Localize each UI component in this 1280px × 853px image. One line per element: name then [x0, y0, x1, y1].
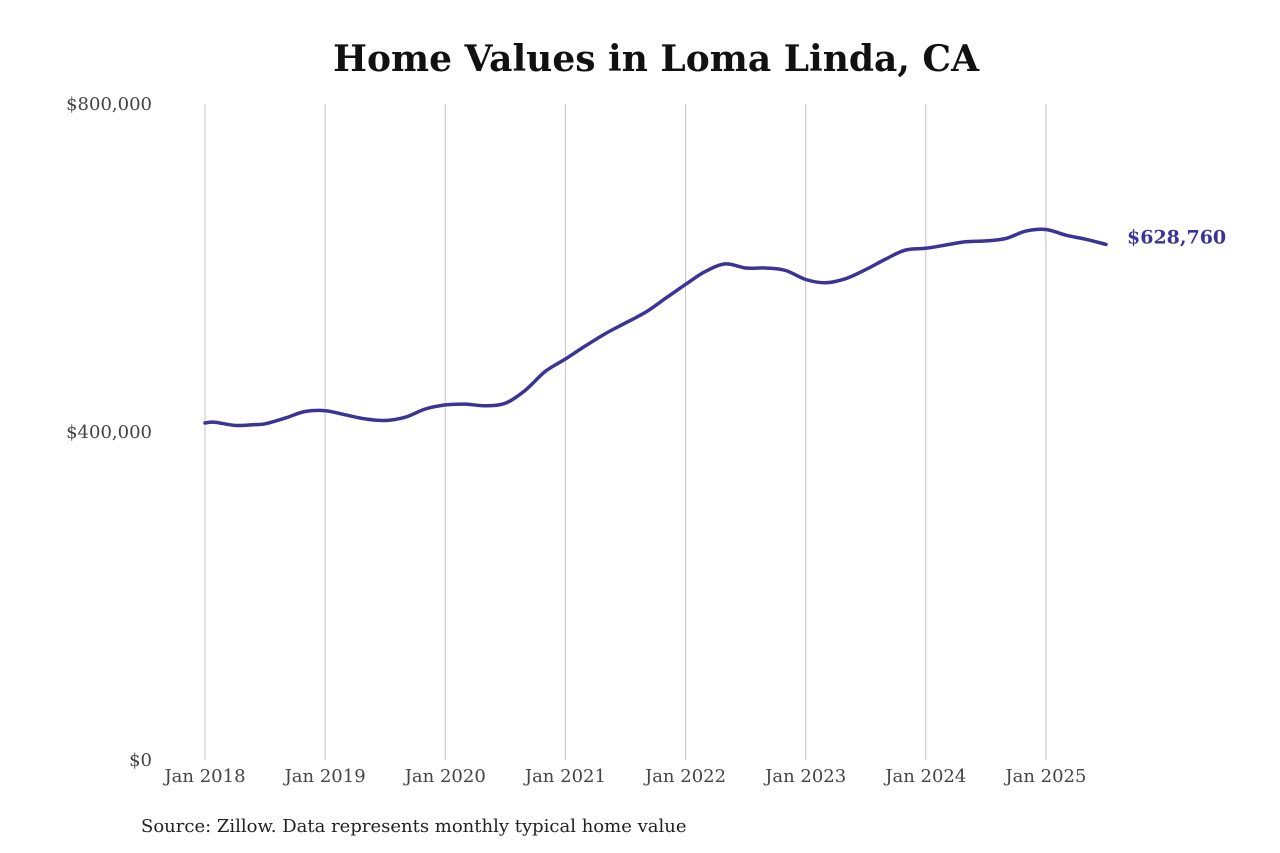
gridlines: [204, 104, 1047, 760]
x-tick-label: Jan 2019: [283, 766, 366, 787]
x-tick-label: Jan 2018: [162, 766, 245, 787]
chart-title: Home Values in Loma Linda, CA: [332, 38, 980, 80]
x-tick-label: Jan 2020: [403, 766, 486, 787]
y-tick-label: $400,000: [66, 422, 152, 443]
x-tick-label: Jan 2025: [1003, 766, 1086, 787]
x-axis-ticks: Jan 2018 Jan 2019 Jan 2020 Jan 2021 Jan 2022…: [162, 766, 1086, 787]
x-tick-label: Jan 2022: [643, 766, 726, 787]
y-tick-label: $800,000: [66, 94, 152, 115]
x-tick-label: Jan 2021: [523, 766, 606, 787]
y-axis-ticks: $0 $400,000 $800,000: [66, 94, 152, 771]
source-note: Source: Zillow. Data represents monthly …: [141, 816, 687, 837]
x-tick-label: Jan 2023: [763, 766, 846, 787]
series-line: [203, 227, 1108, 428]
end-value-label: $628,760: [1127, 226, 1226, 248]
x-tick-label: Jan 2024: [883, 766, 966, 787]
y-tick-label: $0: [129, 750, 152, 771]
